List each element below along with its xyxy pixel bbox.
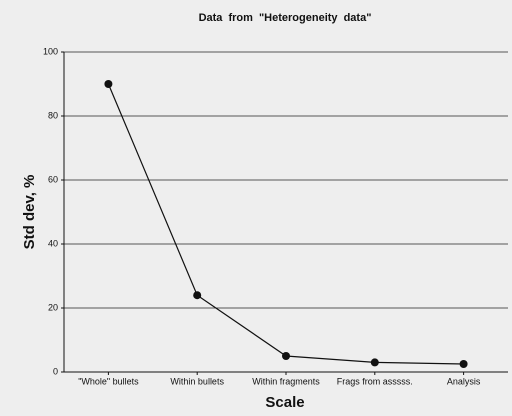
y-tick-label: 60 — [48, 174, 58, 184]
marker — [193, 291, 202, 300]
marker — [459, 360, 468, 368]
x-tick-label: Frags from asssss. — [337, 376, 413, 386]
marker — [370, 358, 379, 367]
marker — [104, 80, 113, 88]
x-axis-label: Scale — [265, 394, 304, 411]
y-axis-label: Std dev, % — [21, 175, 38, 250]
y-tick-label: 20 — [48, 302, 58, 312]
y-tick-label: 0 — [53, 366, 58, 376]
chart-title: Data from "Heterogeneity data" — [199, 12, 372, 24]
y-tick-label: 80 — [48, 110, 58, 120]
y-tick-label: 40 — [48, 238, 58, 248]
y-tick-label: 100 — [43, 46, 58, 56]
x-tick-label: "Whole" bullets — [78, 376, 139, 386]
x-tick-label: Within fragments — [252, 376, 320, 386]
x-tick-label: Analysis — [447, 376, 481, 386]
marker — [282, 352, 290, 360]
x-tick-label: Within bullets — [170, 376, 224, 386]
